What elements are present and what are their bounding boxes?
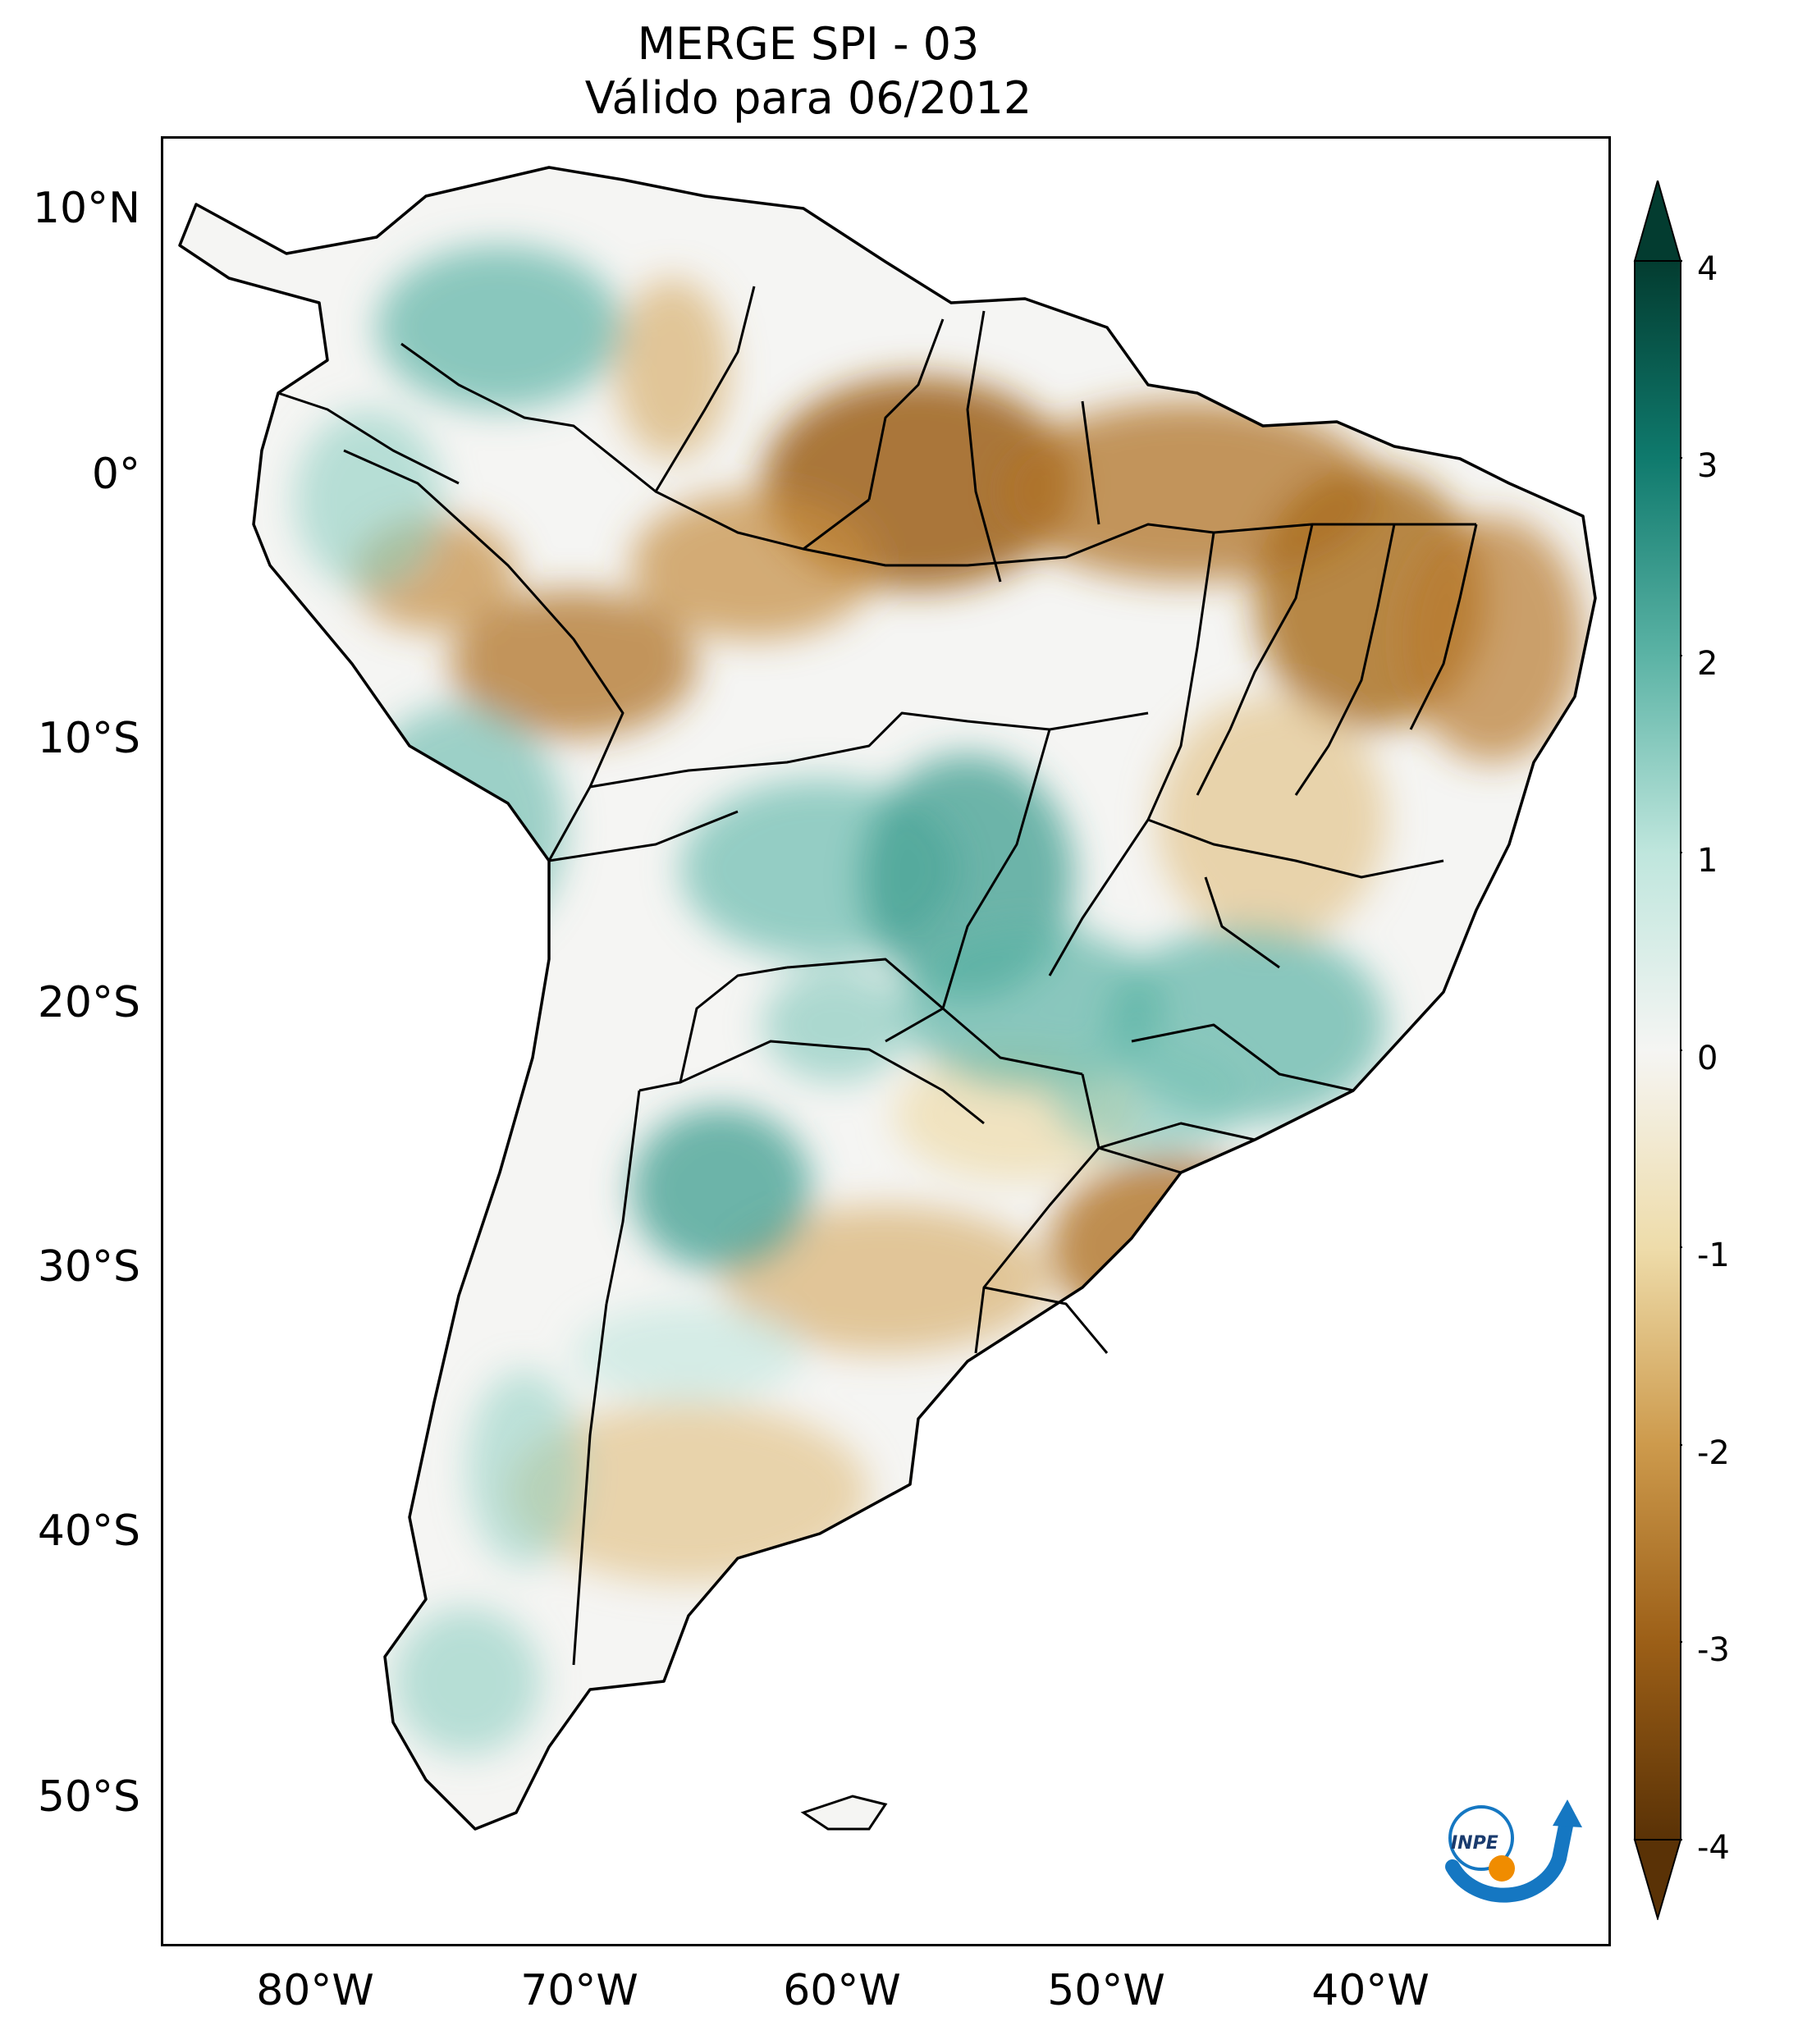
colorbar-gradient [1634, 260, 1681, 1841]
lon-tick-label: 70°W [520, 1966, 638, 2015]
lat-tick-label: 40°S [37, 1507, 140, 1556]
lon-tick-label: 80°W [256, 1966, 374, 2015]
colorbar-tick-label: -1 [1697, 1237, 1730, 1274]
colorbar-tick-label: 0 [1697, 1040, 1718, 1077]
borders [277, 286, 1478, 1666]
map-subtitle: Válido para 06/2012 [584, 72, 1032, 124]
lat-tick-label: 20°S [37, 978, 140, 1027]
map-panel [161, 136, 1611, 1946]
inpe-logo-icon: INPE [1445, 1799, 1582, 1903]
continent-outline [178, 166, 1597, 1831]
lon-tick-label: 50°W [1047, 1966, 1165, 2015]
colorbar-extend-bottom [1633, 1839, 1682, 1920]
colorbar-extend-top [1633, 181, 1682, 262]
colorbar-tick-label: -2 [1697, 1434, 1730, 1472]
colorbar-tick-label: 4 [1697, 250, 1718, 288]
colorbar-tick-label: 3 [1697, 447, 1718, 485]
map-title: MERGE SPI - 03 [637, 18, 980, 70]
lon-tick-label: 40°W [1311, 1966, 1430, 2015]
lat-tick-label: 10°N [32, 184, 140, 233]
colorbar [1633, 181, 1682, 1920]
falklands-island [800, 1795, 888, 1831]
lon-tick-label: 60°W [783, 1966, 901, 2015]
lat-tick-label: 10°S [37, 714, 140, 763]
colorbar-tick-label: 2 [1697, 645, 1718, 683]
colorbar-tick-label: -4 [1697, 1829, 1730, 1867]
south-america-map [178, 166, 1597, 1831]
lat-tick-label: 50°S [37, 1772, 140, 1822]
colorbar-tick-label: 1 [1697, 842, 1718, 880]
colorbar-tick-label: -3 [1697, 1631, 1730, 1669]
lat-tick-label: 30°S [37, 1242, 140, 1292]
inpe-logo-text: INPE [1451, 1833, 1498, 1854]
lat-tick-label: 0° [91, 450, 140, 499]
